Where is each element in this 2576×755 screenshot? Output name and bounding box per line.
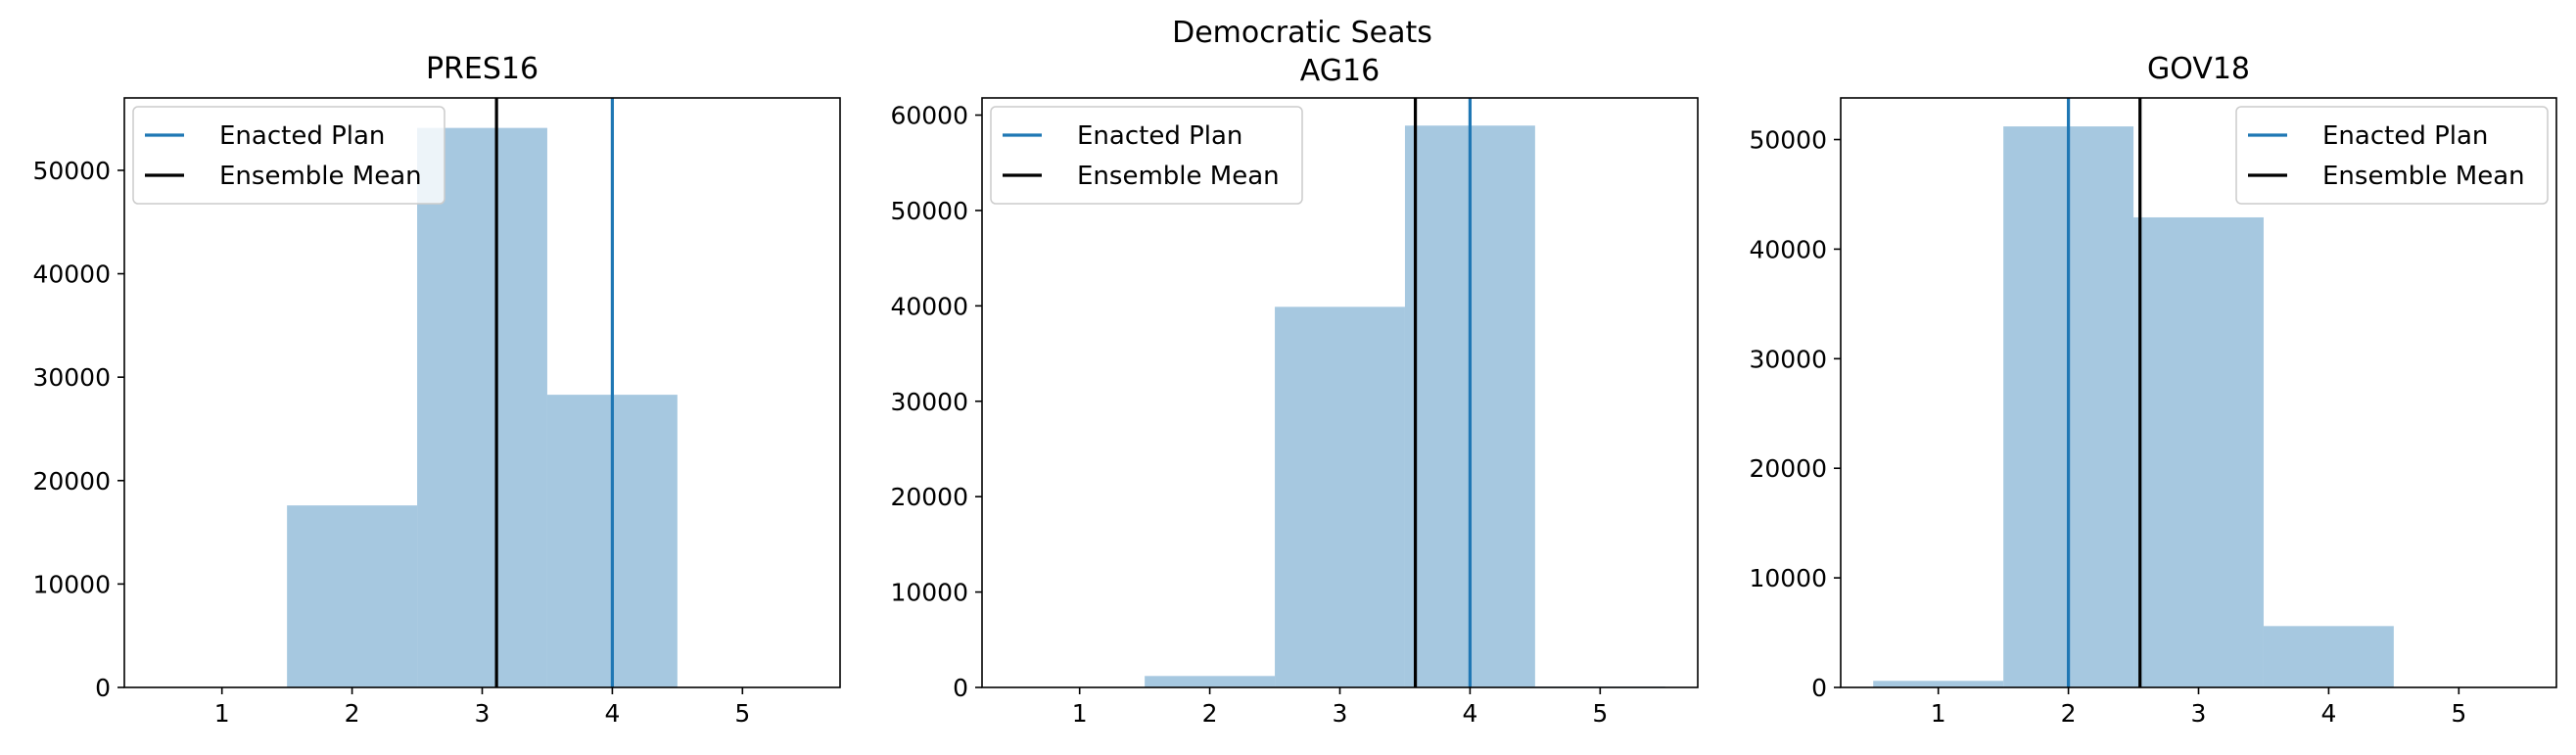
y-tick-label: 10000 — [1749, 564, 1827, 592]
x-tick-label: 4 — [1462, 699, 1477, 728]
x-tick-label: 3 — [2191, 699, 2207, 728]
x-tick-label: 3 — [1333, 699, 1348, 728]
y-tick-label: 50000 — [32, 157, 111, 185]
legend-ensemble-mean-label: Ensemble Mean — [219, 162, 422, 191]
legend-box — [990, 106, 1303, 205]
x-tick-label: 1 — [1931, 699, 1946, 728]
x-axis: 1 2 3 4 5 — [1931, 687, 2466, 728]
y-tick-label: 60000 — [890, 102, 968, 130]
legend-box — [132, 106, 445, 205]
y-tick-label: 0 — [953, 674, 968, 702]
x-tick-label: 4 — [604, 699, 620, 728]
y-tick-label: 30000 — [1749, 345, 1827, 373]
y-tick-label: 30000 — [890, 388, 968, 416]
y-tick-label: 50000 — [1749, 126, 1827, 155]
y-tick-label: 20000 — [890, 483, 968, 511]
y-tick-label: 40000 — [1749, 235, 1827, 263]
y-tick-label: 0 — [95, 674, 111, 702]
x-tick-label: 4 — [2320, 699, 2336, 728]
y-tick-label: 0 — [1811, 674, 1827, 702]
x-tick-label: 2 — [2061, 699, 2077, 728]
histogram-bar — [1145, 676, 1276, 687]
panels: PRES16 1 2 3 4 5 0 10000 20000 30000 40000 50000 Ena… — [32, 52, 2557, 728]
x-tick-label: 2 — [1202, 699, 1218, 728]
y-tick-label: 40000 — [890, 292, 968, 320]
subplot-title: PRES16 — [426, 52, 539, 86]
x-tick-label: 1 — [214, 699, 230, 728]
subplot-1: PRES16 1 2 3 4 5 0 10000 20000 30000 40000 50000 Ena… — [32, 52, 841, 728]
x-tick-label: 2 — [345, 699, 360, 728]
legend-box — [2235, 106, 2549, 205]
histogram-bar — [1873, 681, 2004, 687]
y-tick-label: 30000 — [32, 363, 111, 392]
figure-title: Democratic Seats — [1172, 16, 1432, 50]
legend-ensemble-mean-label: Ensemble Mean — [2322, 162, 2525, 191]
y-tick-label: 20000 — [1749, 454, 1827, 483]
legend: Enacted Plan Ensemble Mean — [132, 106, 445, 205]
legend-enacted-plan-label: Enacted Plan — [2322, 121, 2488, 151]
x-tick-label: 1 — [1072, 699, 1088, 728]
legend-enacted-plan-label: Enacted Plan — [219, 121, 385, 151]
legend-ensemble-mean-label: Ensemble Mean — [1077, 162, 1280, 191]
x-axis: 1 2 3 4 5 — [1072, 687, 1608, 728]
histogram-bar — [2263, 626, 2394, 687]
histogram-bar — [287, 505, 418, 687]
subplot-3: GOV18 1 2 3 4 5 0 10000 20000 30000 40000 50000 Enac… — [1749, 52, 2557, 728]
y-tick-label: 10000 — [890, 579, 968, 607]
x-tick-label: 5 — [734, 699, 750, 728]
x-tick-label: 3 — [475, 699, 491, 728]
y-tick-label: 40000 — [32, 260, 111, 289]
subplot-2: AG16 1 2 3 4 5 0 10000 20000 30000 40000 50000 60000… — [890, 54, 1699, 728]
histogram-bar — [2133, 216, 2264, 687]
histogram-bar — [417, 127, 547, 688]
y-axis: 0 10000 20000 30000 40000 50000 — [32, 157, 124, 702]
histogram-bar — [1275, 307, 1405, 687]
legend: Enacted Plan Ensemble Mean — [990, 106, 1303, 205]
x-axis: 1 2 3 4 5 — [214, 687, 750, 728]
y-axis: 0 10000 20000 30000 40000 50000 — [1749, 126, 1841, 702]
x-tick-label: 5 — [1592, 699, 1608, 728]
y-axis: 0 10000 20000 30000 40000 50000 60000 — [890, 102, 982, 702]
y-tick-label: 20000 — [32, 467, 111, 495]
y-tick-label: 10000 — [32, 570, 111, 598]
legend-enacted-plan-label: Enacted Plan — [1077, 121, 1242, 151]
subplot-title: GOV18 — [2147, 52, 2250, 86]
subplot-title: AG16 — [1300, 54, 1380, 88]
y-tick-label: 50000 — [890, 197, 968, 225]
legend: Enacted Plan Ensemble Mean — [2235, 106, 2549, 205]
x-tick-label: 5 — [2451, 699, 2466, 728]
